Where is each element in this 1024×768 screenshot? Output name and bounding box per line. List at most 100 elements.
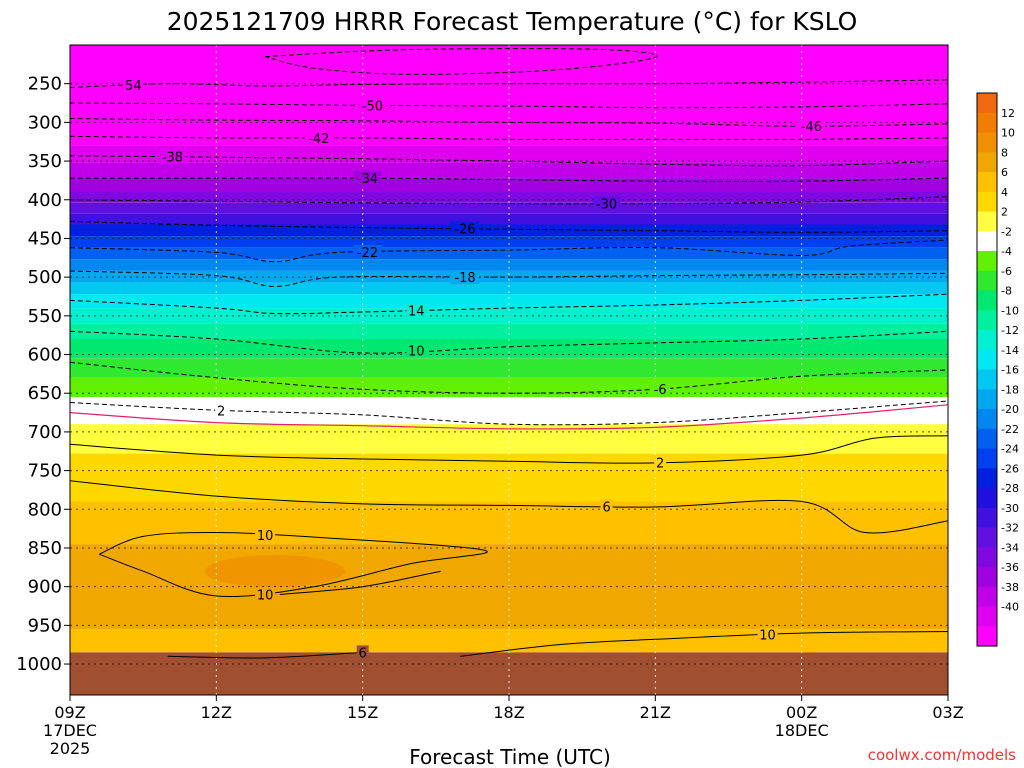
colorbar-swatch [977,251,997,272]
colorbar-swatch [977,112,997,134]
x-tick-sublabel: 2025 [50,739,91,758]
x-tick-label: 03Z [932,703,963,722]
colorbar-legend: 12 10 8 6 4 2 -2 -4 -6 -8 -10 -12 -14 -16 -18 -20 -22 -24… [976,92,1019,647]
y-tick-label: 500 [28,267,62,288]
colorbar-label: -32 [1001,522,1019,535]
colorbar-swatch [977,567,997,588]
contour-label: 10 [406,343,427,360]
contour-label: -26 [451,221,480,238]
contour-label-text: 10 [759,629,776,644]
contour-label-bg [600,499,613,514]
temperature-band [70,323,948,340]
colorbar-label: -6 [1001,265,1012,278]
colorbar-swatch [977,132,997,153]
colorbar-swatch [977,448,997,469]
colorbar-swatch [977,172,997,193]
colorbar-label: 10 [1001,127,1015,140]
temperature-band [70,294,948,309]
y-tick-label: 300 [28,112,62,133]
y-tick-label: 850 [28,538,62,559]
colorbar-label: 6 [1001,166,1008,179]
y-tick-label: 350 [28,151,62,172]
contour-label-bg [358,98,387,113]
contour-label-bg [353,171,382,186]
x-tick-label: 21Z [640,703,671,722]
temperature-band [70,259,948,271]
contour-label-bg [353,245,382,259]
contour-line [264,48,658,75]
contour-line [70,435,948,464]
contour-label-text: -18 [454,271,475,286]
contour-label-text: 10 [408,345,425,360]
contour-label-text: 54 [125,79,142,94]
colorbar-label: -40 [1001,601,1019,614]
colorbar-swatch [977,389,997,410]
colorbar-swatch [977,626,997,647]
colorbar-label: 2 [1001,206,1008,219]
contour-label: 6 [600,499,613,515]
contour-label: -42 [304,130,333,147]
temperature-band [70,358,948,378]
contour-label-bg [757,627,778,642]
y-tick-label: 700 [28,422,62,443]
plot-area: 54 -50 -46 -42 -38 -34 -30 -26 -22 -18 14 10 -6 2 2 6 10… [70,45,948,695]
y-tick-label: 450 [28,228,62,249]
colorbar-label: -20 [1001,403,1019,416]
colorbar-label: -22 [1001,423,1019,436]
contour-label: -46 [797,119,826,135]
colorbar-label: 12 [1001,107,1015,120]
x-axis-label: Forecast Time (UTC) [409,745,611,768]
contour-label: 10 [255,587,276,603]
colorbar-label: -2 [1001,225,1012,238]
credit-link[interactable]: coolwx.com/models [868,746,1016,764]
colorbar-swatch [977,369,997,390]
contour-label-bg [650,381,671,396]
contour-label-bg [304,130,333,145]
y-tick-label: 400 [28,190,62,211]
contour-label-bg [255,527,276,542]
temperature-band [70,192,948,203]
contour-label-text: -34 [357,172,378,187]
contour-line [460,631,948,657]
colorbar-label: -36 [1001,561,1019,574]
x-tick-label: 15Z [347,703,378,722]
contour-label-bg [255,587,276,602]
y-tick-label: 900 [28,577,62,598]
contour-line [99,531,488,598]
contour-label: -50 [358,98,387,114]
colorbar-swatch [977,468,997,489]
contour-line [70,196,948,205]
colorbar-label: -12 [1001,324,1019,337]
contour-lines: 54 -50 -46 -42 -38 -34 -30 -26 -22 -18 14 10 -6 2 2 6 10… [70,48,948,661]
colorbar-label: -26 [1001,462,1019,475]
y-tick-label: 1000 [16,654,62,675]
colorbar-swatch [977,152,997,173]
y-tick-label: 600 [28,345,62,366]
temperature-band [70,236,948,248]
contour-label: -18 [451,270,480,286]
temperature-band [70,162,948,179]
colorbar-swatch [977,191,997,213]
colorbar-label: -30 [1001,502,1019,515]
contour-label-text: 10 [257,588,274,603]
colorbar-swatch [977,310,997,331]
contour-label-bg [797,119,826,134]
pressure-axis: 250 300 350 400 450 500 550 600 650 700 750 800 850 9… [16,74,70,675]
temperature-band [70,224,948,237]
freezing-line [70,404,948,430]
contour-label-bg [654,455,667,470]
warm-core-patch [204,555,345,588]
colorbar-label: -8 [1001,285,1012,298]
contour-label-bg [215,403,228,418]
contour-label-bg [592,196,621,211]
contour-line [70,102,948,109]
y-tick-label: 800 [28,499,62,520]
contour-line [167,651,363,659]
contour-line [70,239,948,263]
contour-label-text: 10 [257,529,274,544]
contour-label: -38 [158,149,187,166]
contour-label: -22 [353,245,382,261]
contour-line [70,330,948,354]
contour-label-bg [158,149,187,164]
